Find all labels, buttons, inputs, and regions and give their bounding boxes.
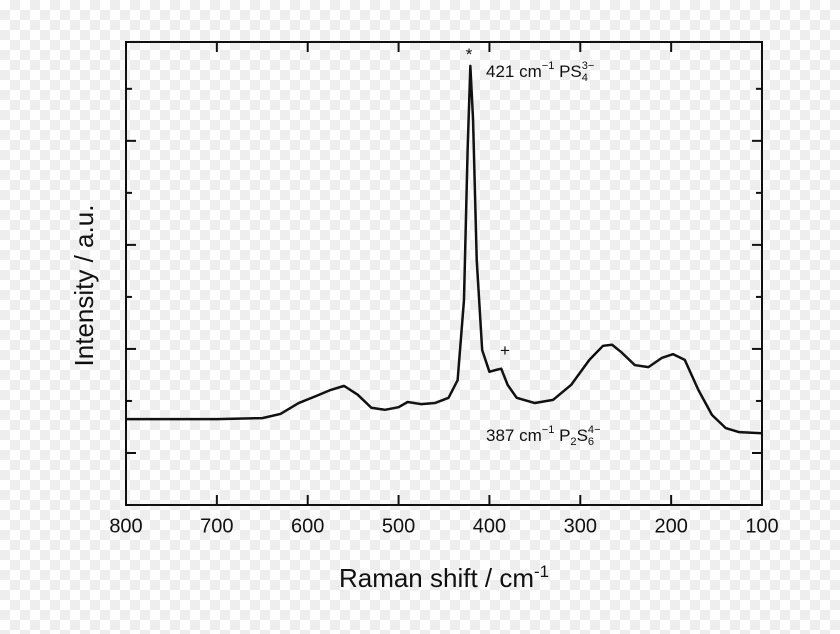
text-part: P	[554, 426, 570, 445]
annotation: 421 cm−1 PS43−	[486, 60, 594, 84]
text-part: +	[500, 341, 510, 360]
text-part: 387 cm	[486, 426, 542, 445]
annotation: *	[466, 45, 473, 64]
spectrum-line	[126, 64, 763, 435]
text-part: 421 cm	[486, 62, 542, 81]
x-tick-label: 300	[564, 515, 597, 537]
x-tick-label: 600	[291, 515, 324, 537]
x-tick-label: 700	[200, 515, 233, 537]
annotation: 387 cm−1 P2S64−	[486, 424, 601, 448]
text-part: 4	[582, 72, 588, 84]
text-part: 2	[570, 436, 576, 448]
text-part: S	[577, 426, 588, 445]
text-part: 3−	[582, 60, 595, 72]
x-tick-label: 200	[654, 515, 687, 537]
x-axis-title: Raman shift / cm-1	[339, 562, 549, 592]
annotation: +	[500, 341, 510, 360]
text-part: −1	[542, 60, 555, 72]
text-part: −1	[542, 424, 555, 436]
plot-frame	[125, 41, 763, 506]
text-part: 6	[588, 436, 594, 448]
y-axis-title: Intensity / a.u.	[69, 205, 99, 367]
x-tick-label: 500	[382, 515, 415, 537]
text-part: -1	[534, 562, 549, 581]
text-part: PS	[554, 62, 581, 81]
text-part: 4−	[588, 424, 601, 436]
text-part: *	[466, 45, 473, 64]
x-tick-label: 800	[109, 515, 142, 537]
text-part: Raman shift / cm	[339, 563, 534, 593]
x-tick-label: 400	[473, 515, 506, 537]
x-tick-label: 100	[745, 515, 778, 537]
